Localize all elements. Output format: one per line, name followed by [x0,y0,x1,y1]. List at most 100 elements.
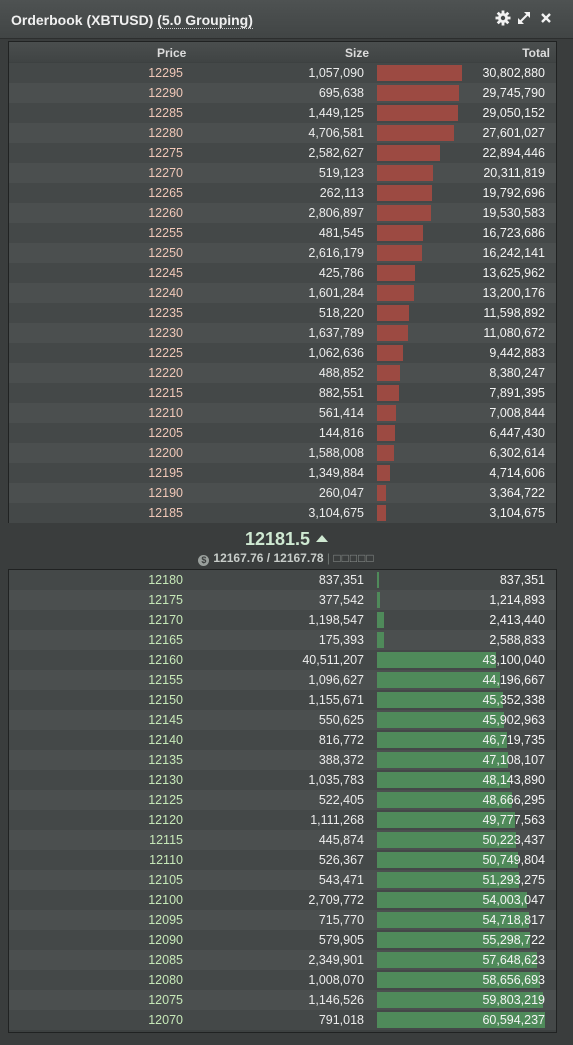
size-cell[interactable]: 1,057,090 [308,66,364,80]
size-cell[interactable]: 3,104,675 [308,506,364,520]
price-cell[interactable]: 12210 [148,406,183,420]
size-cell[interactable]: 4,706,581 [308,126,364,140]
price-cell[interactable]: 12260 [148,206,183,220]
size-cell[interactable]: 2,806,897 [308,206,364,220]
bid-row[interactable]: 12085 2,349,901 57,648,623 [9,950,556,970]
bid-row[interactable]: 12110 526,367 50,749,804 [9,850,556,870]
ask-row[interactable]: 12275 2,582,627 22,894,446 [9,143,556,163]
index-price[interactable]: 12167.76 [213,551,264,565]
size-cell[interactable]: 445,874 [318,833,364,847]
gear-icon[interactable] [495,10,511,26]
bid-row[interactable]: 12105 543,471 51,293,275 [9,870,556,890]
size-cell[interactable]: 550,625 [318,713,364,727]
bid-row[interactable]: 12160 40,511,207 43,100,040 [9,650,556,670]
ask-row[interactable]: 12225 1,062,636 9,442,883 [9,343,556,363]
bid-row[interactable]: 12120 1,111,268 49,777,563 [9,810,556,830]
ask-row[interactable]: 12185 3,104,675 3,104,675 [9,503,556,523]
price-cell[interactable]: 12190 [148,486,183,500]
size-cell[interactable]: 1,601,284 [308,286,364,300]
total-column-header[interactable]: Total [522,46,550,60]
bid-row[interactable]: 12090 579,905 55,298,722 [9,930,556,950]
size-cell[interactable]: 543,471 [318,873,364,887]
price-cell[interactable]: 12155 [148,673,183,687]
size-cell[interactable]: 561,414 [318,406,364,420]
size-cell[interactable]: 526,367 [318,853,364,867]
size-cell[interactable]: 262,113 [319,186,364,200]
size-cell[interactable]: 1,349,884 [308,466,364,480]
bid-row[interactable]: 12145 550,625 45,902,963 [9,710,556,730]
price-cell[interactable]: 12230 [148,326,183,340]
size-cell[interactable]: 388,372 [318,753,364,767]
size-cell[interactable]: 791,018 [318,1013,364,1027]
ask-row[interactable]: 12245 425,786 13,625,962 [9,263,556,283]
size-cell[interactable]: 816,772 [318,733,364,747]
ask-row[interactable]: 12190 260,047 3,364,722 [9,483,556,503]
price-cell[interactable]: 12195 [148,466,183,480]
close-icon[interactable] [538,10,554,26]
price-cell[interactable]: 12265 [148,186,183,200]
price-cell[interactable]: 12235 [148,306,183,320]
ask-row[interactable]: 12265 262,113 19,792,696 [9,183,556,203]
bid-row[interactable]: 12075 1,146,526 59,803,219 [9,990,556,1010]
price-cell[interactable]: 12070 [148,1013,183,1027]
price-cell[interactable]: 12130 [148,773,183,787]
price-cell[interactable]: 12120 [148,813,183,827]
size-column-header[interactable]: Size [345,46,370,60]
ask-row[interactable]: 12280 4,706,581 27,601,027 [9,123,556,143]
price-cell[interactable]: 12170 [148,613,183,627]
size-cell[interactable]: 1,008,070 [308,973,364,987]
price-cell[interactable]: 12270 [148,166,183,180]
grouping-selector[interactable]: (5.0 Grouping) [157,12,253,29]
ask-row[interactable]: 12220 488,852 8,380,247 [9,363,556,383]
ask-row[interactable]: 12250 2,616,179 16,242,141 [9,243,556,263]
size-cell[interactable]: 1,637,789 [308,326,364,340]
price-cell[interactable]: 12175 [148,593,183,607]
ask-row[interactable]: 12290 695,638 29,745,790 [9,83,556,103]
price-cell[interactable]: 12090 [148,933,183,947]
bid-row[interactable]: 12180 837,351 837,351 [9,570,556,590]
ask-row[interactable]: 12255 481,545 16,723,686 [9,223,556,243]
expand-icon[interactable] [516,10,532,26]
price-cell[interactable]: 12135 [148,753,183,767]
size-cell[interactable]: 715,770 [318,913,364,927]
price-cell[interactable]: 12275 [148,146,183,160]
size-cell[interactable]: 2,709,772 [308,893,364,907]
price-cell[interactable]: 12160 [148,653,183,667]
size-cell[interactable]: 175,393 [318,633,364,647]
price-cell[interactable]: 12085 [148,953,183,967]
size-cell[interactable]: 2,582,627 [308,146,364,160]
price-cell[interactable]: 12080 [148,973,183,987]
ask-row[interactable]: 12285 1,449,125 29,050,152 [9,103,556,123]
size-cell[interactable]: 837,351 [318,573,364,587]
bid-row[interactable]: 12155 1,096,627 44,196,667 [9,670,556,690]
price-cell[interactable]: 12075 [148,993,183,1007]
bid-row[interactable]: 12115 445,874 50,223,437 [9,830,556,850]
price-cell[interactable]: 12200 [148,446,183,460]
size-cell[interactable]: 1,146,526 [308,993,364,1007]
price-cell[interactable]: 12165 [148,633,183,647]
price-cell[interactable]: 12290 [148,86,183,100]
ask-row[interactable]: 12210 561,414 7,008,844 [9,403,556,423]
size-cell[interactable]: 1,111,268 [310,813,364,827]
ask-row[interactable]: 12235 518,220 11,598,892 [9,303,556,323]
size-cell[interactable]: 144,816 [318,426,364,440]
price-cell[interactable]: 12100 [148,893,183,907]
price-cell[interactable]: 12245 [148,266,183,280]
price-cell[interactable]: 12185 [148,506,183,520]
price-cell[interactable]: 12295 [148,66,183,80]
price-column-header[interactable]: Price [157,46,187,60]
size-cell[interactable]: 522,405 [318,793,364,807]
size-cell[interactable]: 1,035,783 [308,773,364,787]
size-cell[interactable]: 481,545 [318,226,364,240]
price-cell[interactable]: 12285 [148,106,183,120]
size-cell[interactable]: 882,551 [318,386,364,400]
size-cell[interactable]: 1,062,636 [308,346,364,360]
mark-price[interactable]: 12167.78 [273,551,324,565]
bid-row[interactable]: 12100 2,709,772 54,003,047 [9,890,556,910]
ask-row[interactable]: 12230 1,637,789 11,080,672 [9,323,556,343]
price-cell[interactable]: 12215 [148,386,183,400]
price-cell[interactable]: 12280 [148,126,183,140]
size-cell[interactable]: 425,786 [318,266,364,280]
size-cell[interactable]: 488,852 [318,366,364,380]
info-icon[interactable]: $ [198,555,210,566]
